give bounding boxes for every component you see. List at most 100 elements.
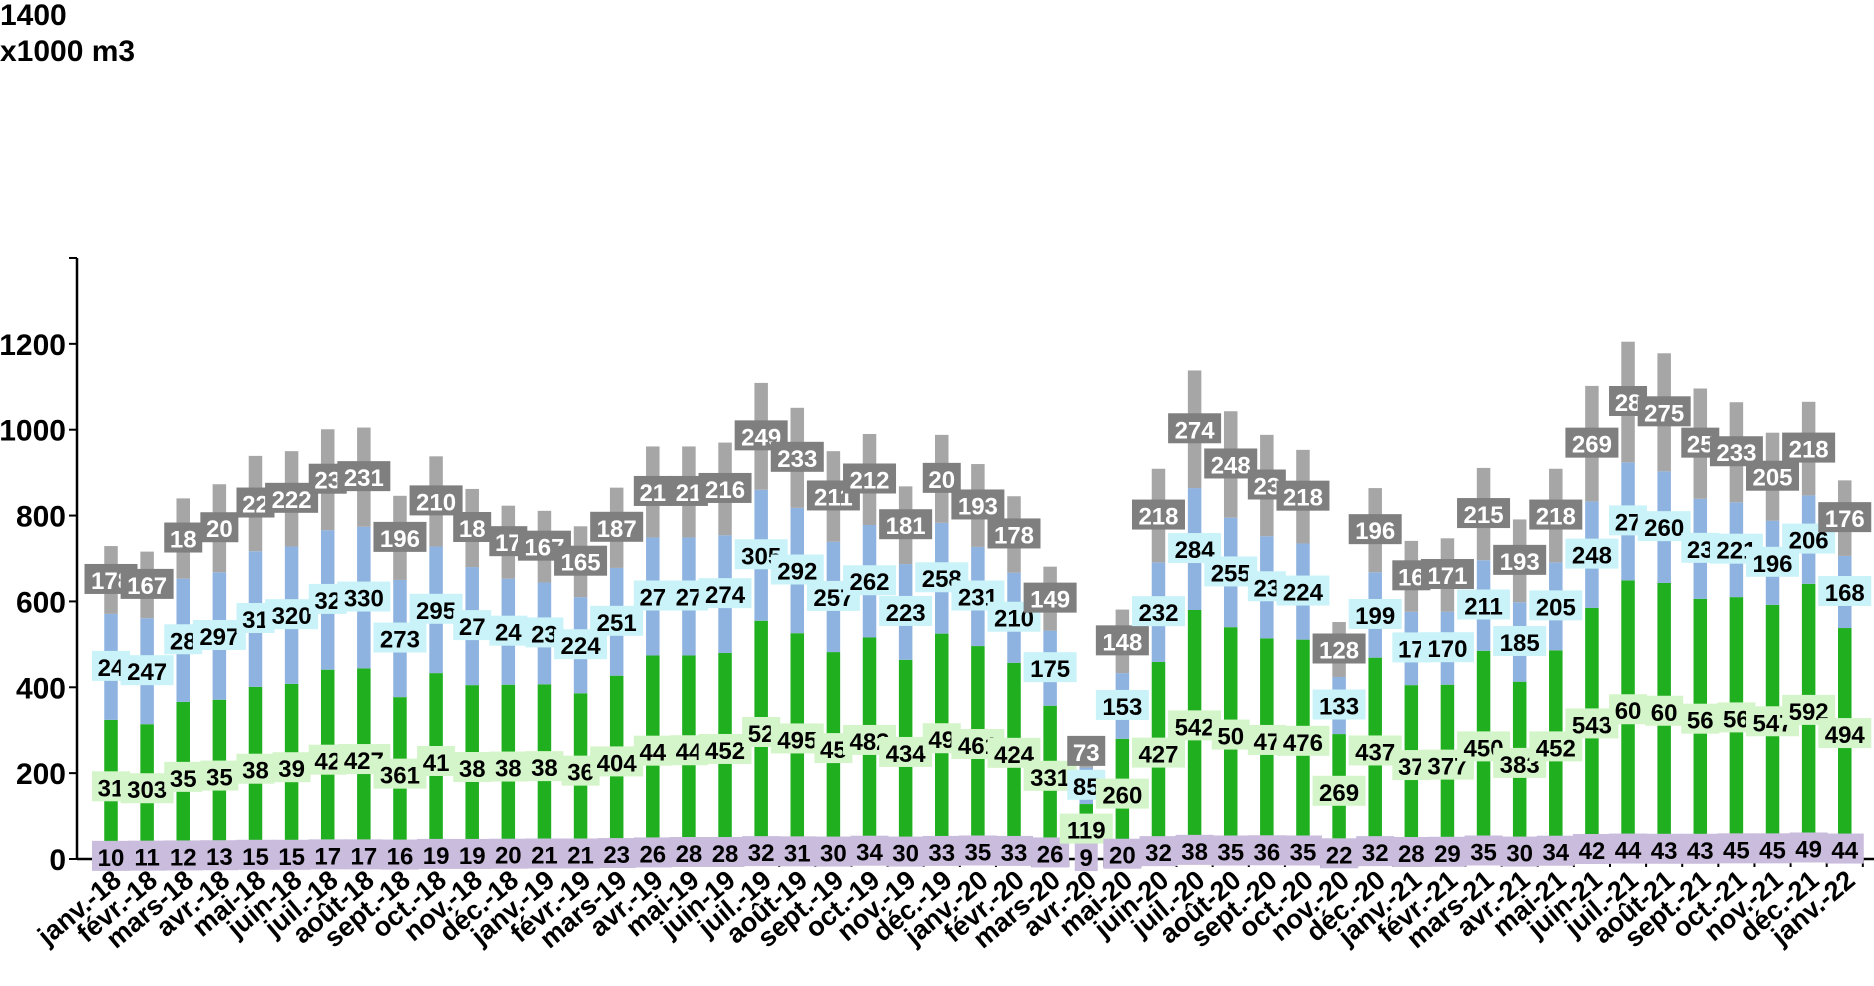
- data-label-series-3: 320: [272, 603, 312, 630]
- data-label-series-3: 273: [380, 627, 420, 654]
- data-label-box-series-1: [417, 838, 456, 869]
- data-label-series-4: 193: [958, 493, 998, 520]
- data-label-series-3: 23: [531, 621, 558, 648]
- data-label-box-series-1: [200, 840, 239, 871]
- data-label-box-series-1: [850, 835, 889, 866]
- data-label-series-2: 38: [459, 756, 486, 783]
- data-label-series-4: 23: [314, 468, 341, 495]
- data-label-box-series-1: [1247, 835, 1286, 866]
- data-label-box-series-2: [1131, 737, 1185, 768]
- data-label-series-3: 251: [597, 610, 637, 637]
- data-label-box-series-1: [1103, 838, 1142, 869]
- data-label-series-4: 148: [1102, 629, 1142, 656]
- data-label-box-series-1: [1645, 833, 1684, 864]
- data-label-series-1: 15: [278, 844, 305, 871]
- data-label-series-1: 17: [350, 843, 377, 870]
- data-label-box-series-4: [1067, 735, 1106, 766]
- data-label-series-2: 38: [495, 756, 522, 783]
- data-label-series-1: 21: [531, 842, 558, 869]
- data-label-series-1: 19: [423, 843, 450, 870]
- data-label-box-series-1: [633, 837, 672, 868]
- data-label-series-4: 165: [561, 550, 601, 577]
- data-label-box-series-1: [706, 836, 745, 867]
- y-axis-top-tick-label: 1400: [0, 0, 67, 32]
- data-label-series-1: 32: [1362, 840, 1389, 867]
- data-label-series-1: 28: [1398, 841, 1425, 868]
- data-label-series-4: 21: [676, 480, 703, 507]
- data-label-box-series-1: [1464, 835, 1503, 866]
- data-label-series-4: 269: [1572, 432, 1612, 459]
- data-label-series-2: 260: [1102, 783, 1142, 810]
- data-label-box-series-4: [1023, 582, 1077, 613]
- data-label-series-4: 218: [1789, 437, 1829, 464]
- data-label-box-series-4: [164, 522, 203, 553]
- data-label-box-series-1: [814, 836, 853, 867]
- data-label-series-1: 33: [1001, 840, 1028, 867]
- data-label-box-series-1: [995, 835, 1033, 866]
- data-label-series-1: 35: [1217, 839, 1244, 866]
- data-label-box-series-2: [489, 751, 528, 782]
- data-label-series-1: 28: [676, 841, 703, 868]
- data-label-series-4: 16: [1398, 564, 1425, 591]
- data-label-series-3: 196: [1752, 551, 1792, 578]
- data-label-box-series-2: [1312, 775, 1366, 806]
- data-label-series-2: 35: [170, 766, 197, 793]
- data-label-series-3: 168: [1825, 580, 1865, 607]
- data-label-series-1: 44: [1831, 838, 1858, 865]
- data-label-series-1: 17: [314, 843, 341, 870]
- y-tick-label: 1200: [0, 329, 66, 362]
- data-label-series-3: 27: [676, 584, 703, 611]
- data-label-series-1: 31: [784, 840, 811, 867]
- y-tick-label: 1000: [0, 415, 66, 448]
- data-label-series-2: 60: [1615, 698, 1642, 725]
- data-label-series-1: 16: [387, 844, 414, 871]
- data-label-series-4: 128: [1319, 638, 1359, 665]
- data-label-box-series-1: [1500, 836, 1539, 867]
- data-label-series-3: 247: [127, 659, 167, 686]
- data-label-series-3: 223: [886, 600, 926, 627]
- data-label-series-1: 34: [1542, 840, 1569, 867]
- data-label-series-2: 56: [1723, 706, 1750, 733]
- data-label-box-series-2: [1609, 694, 1648, 725]
- data-label-series-3: 330: [344, 586, 384, 613]
- data-label-series-3: 255: [1211, 560, 1251, 587]
- data-label-series-2: 452: [705, 738, 745, 765]
- data-label-series-3: 85: [1073, 774, 1100, 801]
- data-label-series-1: 26: [1037, 841, 1064, 868]
- data-label-series-3: 224: [561, 633, 602, 660]
- data-label-box-series-2: [417, 745, 456, 776]
- data-label-box-series-1: [1789, 832, 1828, 863]
- data-label-series-4: 25: [1687, 432, 1714, 459]
- data-label-box-series-2: [236, 753, 275, 784]
- data-label-box-series-1: [922, 835, 961, 866]
- data-label-box-series-4: [1637, 396, 1691, 427]
- data-label-series-1: 33: [928, 840, 955, 867]
- data-label-box-series-3: [1348, 598, 1402, 629]
- data-label-series-2: 427: [1138, 742, 1178, 769]
- data-label-series-2: 39: [278, 756, 305, 783]
- data-label-box-series-3: [1276, 575, 1330, 606]
- data-label-series-1: 36: [1253, 839, 1280, 866]
- data-label-box-series-1: [1283, 835, 1322, 866]
- data-label-series-2: 56: [1687, 708, 1714, 735]
- data-label-series-4: 181: [886, 513, 926, 540]
- data-label-box-series-4: [922, 462, 961, 493]
- data-label-series-2: 38: [531, 755, 558, 782]
- data-label-series-4: 205: [1752, 465, 1792, 492]
- data-label-series-1: 15: [242, 844, 269, 871]
- data-label-box-series-2: [272, 752, 311, 783]
- data-label-series-2: 452: [1536, 735, 1576, 762]
- data-label-box-series-1: [1753, 833, 1792, 864]
- data-label-box-series-4: [770, 441, 824, 472]
- data-label-box-series-3: [337, 581, 391, 612]
- data-label-series-4: 167: [127, 573, 167, 600]
- data-label-series-2: 269: [1319, 780, 1359, 807]
- data-label-box-series-4: [1493, 544, 1547, 575]
- data-label-series-3: 205: [1536, 594, 1576, 621]
- data-label-series-4: 178: [994, 522, 1034, 549]
- data-label-series-4: 18: [459, 516, 486, 543]
- data-label-series-3: 17: [1398, 636, 1425, 663]
- data-label-series-4: 215: [1464, 502, 1504, 529]
- data-label-series-2: 404: [597, 750, 638, 777]
